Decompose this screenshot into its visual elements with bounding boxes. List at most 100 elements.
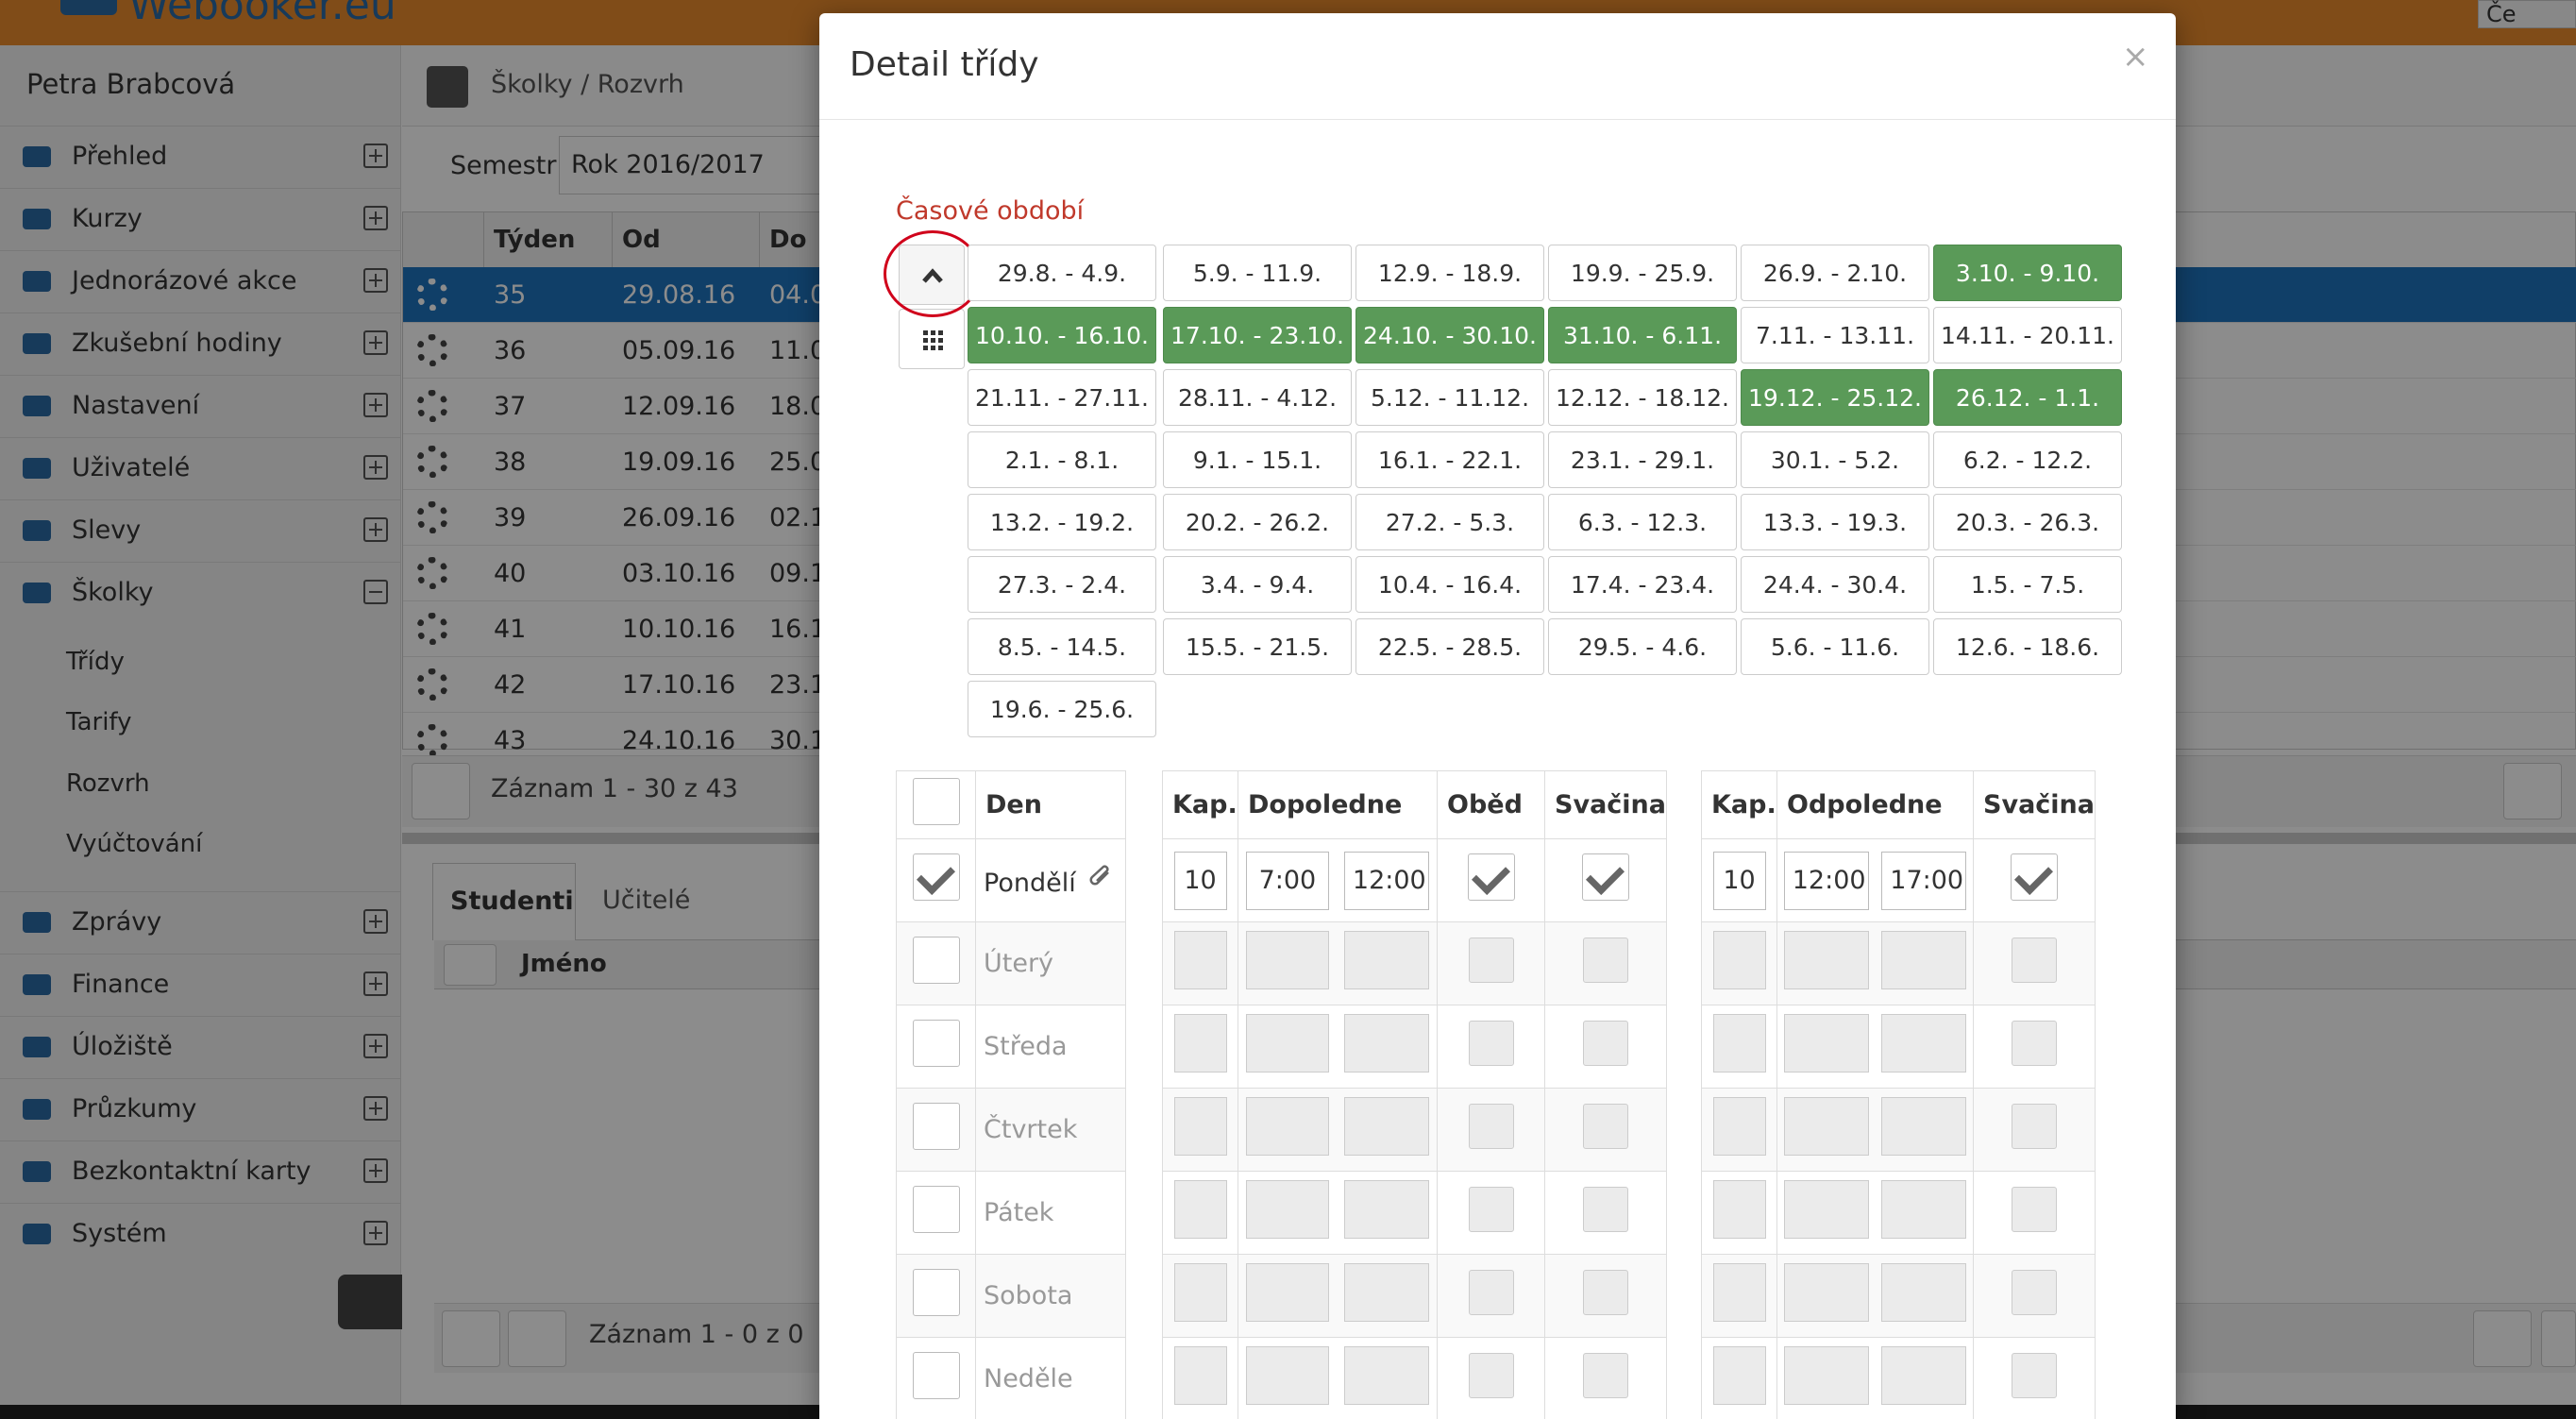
sidebar-item-3[interactable]: Zkušební hodiny bbox=[0, 313, 401, 373]
first-page-button[interactable] bbox=[2503, 763, 2562, 819]
sidebar-item-6[interactable]: Slevy bbox=[0, 499, 401, 560]
time-from-input[interactable] bbox=[1783, 1346, 1869, 1405]
gear-icon[interactable] bbox=[416, 446, 448, 478]
snack-checkbox[interactable] bbox=[1583, 1187, 1629, 1232]
plus-icon[interactable] bbox=[363, 1096, 388, 1121]
plus-icon[interactable] bbox=[363, 1158, 388, 1183]
time-to-input[interactable] bbox=[1343, 1346, 1429, 1405]
week-button[interactable]: 5.6. - 11.6. bbox=[1741, 618, 1929, 675]
snack-checkbox[interactable] bbox=[2012, 938, 2058, 983]
week-button[interactable]: 3.10. - 9.10. bbox=[1933, 245, 2122, 301]
capacity-input[interactable] bbox=[1712, 931, 1766, 989]
lunch-checkbox[interactable] bbox=[1468, 1104, 1514, 1149]
time-from-input[interactable] bbox=[1783, 1014, 1869, 1073]
week-button[interactable]: 14.11. - 20.11. bbox=[1933, 307, 2122, 363]
students-first-page-button[interactable] bbox=[2473, 1310, 2532, 1367]
capacity-input[interactable] bbox=[1173, 1263, 1227, 1322]
sidebar-item2-5[interactable]: Systém bbox=[0, 1203, 401, 1263]
time-from-input[interactable] bbox=[1245, 1097, 1329, 1156]
close-button[interactable]: × bbox=[2122, 38, 2149, 76]
plus-icon[interactable] bbox=[363, 393, 388, 417]
sidebar-subitem-3[interactable]: Vyúčtování bbox=[66, 830, 203, 858]
students-prev-page-button[interactable] bbox=[2541, 1310, 2576, 1367]
lunch-checkbox[interactable] bbox=[1468, 1021, 1514, 1066]
week-button[interactable]: 17.10. - 23.10. bbox=[1163, 307, 1352, 363]
plus-icon[interactable] bbox=[363, 330, 388, 355]
day-checkbox[interactable] bbox=[912, 937, 960, 984]
week-button[interactable]: 24.4. - 30.4. bbox=[1741, 556, 1929, 613]
time-from-input[interactable] bbox=[1783, 1180, 1869, 1239]
day-checkbox[interactable] bbox=[912, 1103, 960, 1150]
paperclip-icon[interactable] bbox=[1087, 865, 1116, 898]
snack-checkbox[interactable] bbox=[2012, 1187, 2058, 1232]
plus-icon[interactable] bbox=[363, 144, 388, 168]
sidebar-collapse-button[interactable] bbox=[338, 1275, 402, 1329]
snack-checkbox[interactable] bbox=[2012, 1270, 2058, 1315]
week-button[interactable]: 2.1. - 8.1. bbox=[968, 431, 1156, 488]
time-from-input[interactable] bbox=[1783, 1097, 1869, 1156]
week-button[interactable]: 12.6. - 18.6. bbox=[1933, 618, 2122, 675]
week-button[interactable]: 5.12. - 11.12. bbox=[1355, 369, 1544, 426]
time-from-input[interactable]: 7:00 bbox=[1245, 851, 1329, 910]
snack-checkbox[interactable] bbox=[2012, 1353, 2058, 1398]
plus-icon[interactable] bbox=[363, 1221, 388, 1245]
edit-icon[interactable] bbox=[444, 944, 497, 986]
students-header-name[interactable]: Jméno bbox=[521, 950, 607, 978]
capacity-input[interactable] bbox=[1173, 1346, 1227, 1405]
time-to-input[interactable] bbox=[1881, 1346, 1967, 1405]
week-button[interactable]: 5.9. - 11.9. bbox=[1163, 245, 1352, 301]
snack-checkbox[interactable] bbox=[2012, 1104, 2058, 1149]
week-button[interactable]: 22.5. - 28.5. bbox=[1355, 618, 1544, 675]
week-button[interactable]: 19.12. - 25.12. bbox=[1741, 369, 1929, 426]
week-button[interactable]: 16.1. - 22.1. bbox=[1355, 431, 1544, 488]
gear-icon[interactable] bbox=[416, 501, 448, 533]
gear-icon[interactable] bbox=[416, 390, 448, 422]
week-button[interactable]: 13.3. - 19.3. bbox=[1741, 494, 1929, 550]
week-button[interactable]: 12.12. - 18.12. bbox=[1548, 369, 1737, 426]
time-from-input[interactable] bbox=[1245, 1180, 1329, 1239]
time-to-input[interactable]: 12:00 bbox=[1343, 851, 1429, 910]
week-button[interactable]: 27.2. - 5.3. bbox=[1355, 494, 1544, 550]
plus-icon[interactable] bbox=[363, 517, 388, 542]
gear-icon[interactable] bbox=[416, 279, 448, 311]
gear-icon[interactable] bbox=[416, 668, 448, 701]
week-button[interactable]: 20.2. - 26.2. bbox=[1163, 494, 1352, 550]
time-to-input[interactable] bbox=[1343, 1014, 1429, 1073]
grid-header-from[interactable]: Od bbox=[613, 212, 760, 267]
lunch-checkbox[interactable] bbox=[1468, 938, 1514, 983]
sidebar-item2-2[interactable]: Úložiště bbox=[0, 1016, 401, 1076]
time-to-input[interactable] bbox=[1343, 1097, 1429, 1156]
week-button[interactable]: 29.5. - 4.6. bbox=[1548, 618, 1737, 675]
week-button[interactable]: 9.1. - 15.1. bbox=[1163, 431, 1352, 488]
gear-icon[interactable] bbox=[416, 557, 448, 589]
time-from-input[interactable] bbox=[1245, 931, 1329, 989]
time-to-input[interactable] bbox=[1343, 931, 1429, 989]
capacity-input[interactable] bbox=[1173, 1014, 1227, 1073]
day-checkbox[interactable] bbox=[912, 853, 960, 901]
week-button[interactable]: 7.11. - 13.11. bbox=[1741, 307, 1929, 363]
sidebar-item-7[interactable]: Školky bbox=[0, 562, 401, 622]
snack-checkbox[interactable] bbox=[1583, 1104, 1629, 1149]
students-export-button[interactable] bbox=[442, 1310, 500, 1367]
plus-icon[interactable] bbox=[363, 909, 388, 934]
sidebar-item2-3[interactable]: Průzkumy bbox=[0, 1078, 401, 1139]
time-from-input[interactable] bbox=[1245, 1014, 1329, 1073]
capacity-input[interactable] bbox=[1712, 1180, 1766, 1239]
time-to-input[interactable]: 17:00 bbox=[1881, 851, 1967, 910]
lunch-checkbox[interactable] bbox=[1468, 1187, 1514, 1232]
gear-icon[interactable] bbox=[416, 334, 448, 366]
time-from-input[interactable] bbox=[1783, 931, 1869, 989]
week-button[interactable]: 6.3. - 12.3. bbox=[1548, 494, 1737, 550]
time-to-input[interactable] bbox=[1881, 1263, 1967, 1322]
time-to-input[interactable] bbox=[1343, 1180, 1429, 1239]
snack-checkbox[interactable] bbox=[1583, 938, 1629, 983]
gear-icon[interactable] bbox=[416, 724, 448, 756]
week-button[interactable]: 3.4. - 9.4. bbox=[1163, 556, 1352, 613]
capacity-input[interactable]: 10 bbox=[1712, 851, 1766, 910]
capacity-input[interactable] bbox=[1173, 1180, 1227, 1239]
week-button[interactable]: 23.1. - 29.1. bbox=[1548, 431, 1737, 488]
snack-checkbox[interactable] bbox=[1583, 1270, 1629, 1315]
week-button[interactable]: 10.4. - 16.4. bbox=[1355, 556, 1544, 613]
time-to-input[interactable] bbox=[1881, 1180, 1967, 1239]
plus-icon[interactable] bbox=[363, 1034, 388, 1058]
